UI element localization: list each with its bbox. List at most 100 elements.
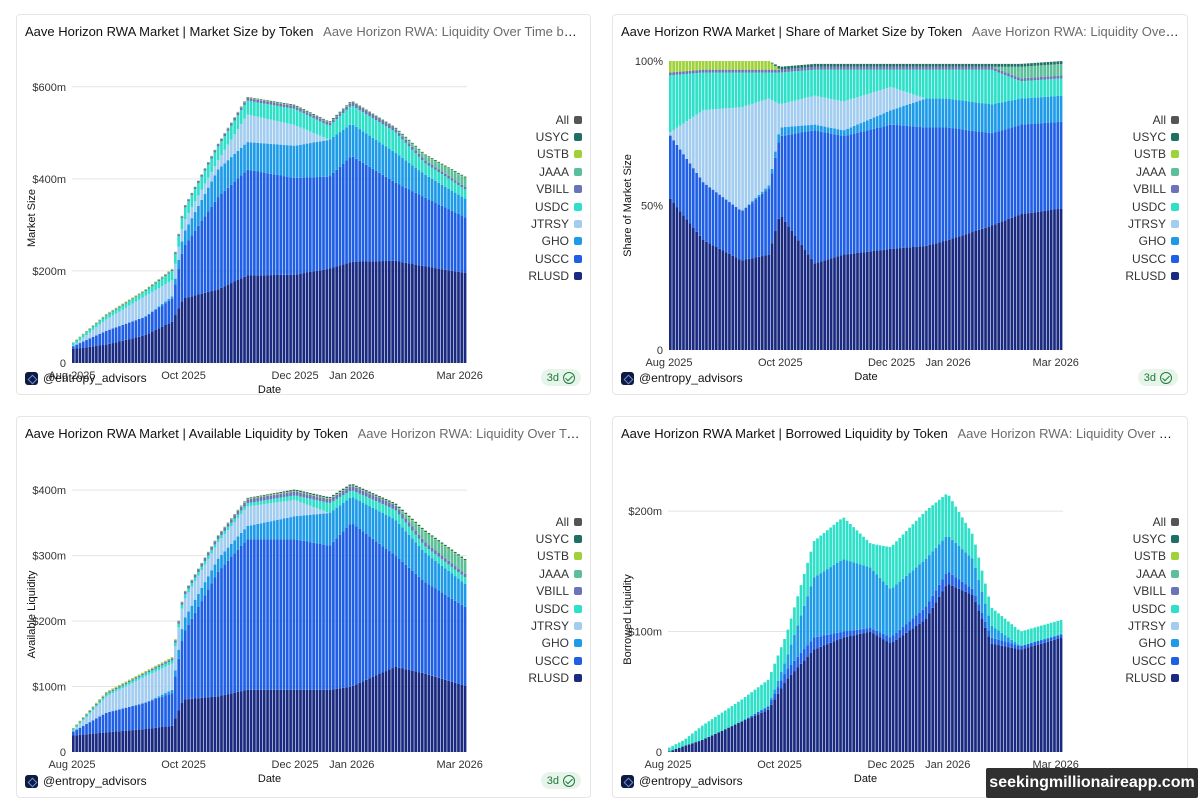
bar-segment-jtrsy <box>810 96 813 125</box>
legend-item-jaaa[interactable]: JAAA <box>1125 565 1179 582</box>
bar-segment-usdc <box>905 69 909 93</box>
legend-item-uscc[interactable]: USCC <box>1125 250 1179 267</box>
legend-item-gho[interactable]: GHO <box>528 233 582 250</box>
author-name[interactable]: @entropy_advisors <box>43 774 147 788</box>
bar-segment-vbill <box>144 672 148 674</box>
bar-segment-gho <box>997 630 1000 640</box>
legend-item-uscc[interactable]: USCC <box>528 652 582 669</box>
refresh-badge[interactable]: 3d <box>540 369 581 386</box>
author-tag[interactable]: @entropy_advisors <box>621 371 743 385</box>
author-name[interactable]: @entropy_advisors <box>639 774 743 788</box>
legend-item-uscc[interactable]: USCC <box>1125 652 1179 669</box>
legend-item-usyc[interactable]: USYC <box>1125 530 1179 547</box>
legend-item-ustb[interactable]: USTB <box>528 548 582 565</box>
bar-segment-gho <box>420 172 424 197</box>
legend-item-uscc[interactable]: USCC <box>528 250 582 267</box>
author-name[interactable]: @entropy_advisors <box>639 371 743 385</box>
bar-segment-jtrsy <box>187 592 190 612</box>
bar-segment-jtrsy <box>309 505 312 515</box>
bar-segment-gho <box>374 509 378 542</box>
bar-segment-usyc <box>1017 63 1020 67</box>
bar-segment-ustb <box>299 492 302 493</box>
legend-item-all[interactable]: All <box>1125 513 1179 530</box>
bar-segment-usdc <box>269 499 273 504</box>
bar-segment-rlusd <box>305 272 309 363</box>
bar-segment-ustb <box>131 297 134 299</box>
legend-item-gho[interactable]: GHO <box>1125 635 1179 652</box>
author-tag[interactable]: @entropy_advisors <box>25 774 147 788</box>
legend-item-rlusd[interactable]: RLUSD <box>1125 670 1179 687</box>
bar-segment-usdc <box>928 507 931 556</box>
bar-segment-jaaa <box>420 153 424 158</box>
legend-item-all[interactable]: All <box>528 513 582 530</box>
legend-item-all[interactable]: All <box>528 111 582 128</box>
bar-segment-gho <box>453 192 457 213</box>
legend-item-ustb[interactable]: USTB <box>1125 548 1179 565</box>
bar-segment-usdc <box>881 545 885 582</box>
author-name[interactable]: @entropy_advisors <box>43 371 147 385</box>
legend-item-jtrsy[interactable]: JTRSY <box>1125 617 1179 634</box>
legend-item-usdc[interactable]: USDC <box>1125 600 1179 617</box>
legend-item-jtrsy[interactable]: JTRSY <box>1125 215 1179 232</box>
bar-segment-gho <box>193 212 197 231</box>
bar-segment-uscc <box>779 680 783 689</box>
panel-subtitle[interactable]: Aave Horizon RWA: Liquidity Over Time by… <box>323 24 582 39</box>
bar-segment-rlusd <box>799 663 803 752</box>
bar-segment-ustb <box>187 585 190 586</box>
legend-item-usdc[interactable]: USDC <box>1125 198 1179 215</box>
legend-item-jtrsy[interactable]: JTRSY <box>528 617 582 634</box>
legend-item-usyc[interactable]: USYC <box>1125 128 1179 145</box>
legend-item-vbill[interactable]: VBILL <box>528 583 582 600</box>
legend-item-rlusd[interactable]: RLUSD <box>1125 268 1179 285</box>
bar-segment-ustb <box>183 590 187 592</box>
legend-item-vbill[interactable]: VBILL <box>528 181 582 198</box>
bar-segment-gho <box>381 512 385 547</box>
legend-item-usdc[interactable]: USDC <box>528 600 582 617</box>
legend-item-usyc[interactable]: USYC <box>528 530 582 547</box>
bar-segment-vbill <box>967 66 971 70</box>
legend-item-usdc[interactable]: USDC <box>528 198 582 215</box>
bar-segment-usyc <box>420 527 424 530</box>
bar-segment-gho <box>256 142 260 172</box>
bar-segment-jtrsy <box>695 114 698 173</box>
legend-item-jaaa[interactable]: JAAA <box>528 163 582 180</box>
bar-segment-vbill <box>754 69 758 73</box>
legend-item-ustb[interactable]: USTB <box>528 146 582 163</box>
bar-segment-uscc <box>358 160 362 262</box>
bar-segment-ustb <box>137 293 141 295</box>
legend-item-gho[interactable]: GHO <box>528 635 582 652</box>
legend-item-gho[interactable]: GHO <box>1125 233 1179 250</box>
panel-subtitle[interactable]: Aave Horizon RWA: Liquidity Over Time ..… <box>357 426 582 441</box>
bar-segment-jtrsy <box>226 144 230 161</box>
bar-segment-vbill <box>964 66 968 70</box>
bar-segment-usdc <box>668 747 671 752</box>
legend-item-rlusd[interactable]: RLUSD <box>528 670 582 687</box>
bar-segment-gho <box>246 525 250 540</box>
bar-segment-gho <box>358 129 362 161</box>
legend-item-ustb[interactable]: USTB <box>1125 146 1179 163</box>
bar-segment-usdc <box>783 72 787 104</box>
legend-item-jtrsy[interactable]: JTRSY <box>528 215 582 232</box>
panel-subtitle[interactable]: Aave Horizon RWA: Liquidity Over Time ..… <box>957 426 1179 441</box>
legend-item-rlusd[interactable]: RLUSD <box>528 268 582 285</box>
bar-segment-usdc <box>737 701 740 723</box>
refresh-badge[interactable]: 3d <box>1137 369 1178 386</box>
author-tag[interactable]: @entropy_advisors <box>621 774 743 788</box>
bar-segment-rlusd <box>302 689 306 752</box>
legend-item-vbill[interactable]: VBILL <box>1125 583 1179 600</box>
author-tag[interactable]: @entropy_advisors <box>25 371 147 385</box>
legend-item-vbill[interactable]: VBILL <box>1125 181 1179 198</box>
bar-segment-jtrsy <box>787 102 790 127</box>
bar-segment-uscc <box>259 539 263 690</box>
bar-segment-ustb <box>292 490 296 492</box>
refresh-badge[interactable]: 3d <box>540 772 581 789</box>
bar-segment-vbill <box>806 67 810 71</box>
panel-subtitle[interactable]: Aave Horizon RWA: Liquidity Over Ti... <box>971 24 1179 39</box>
bar-segment-uscc <box>328 176 332 269</box>
bar-segment-jaaa <box>1053 64 1056 77</box>
legend-item-jaaa[interactable]: JAAA <box>528 565 582 582</box>
bar-segment-uscc <box>348 524 352 687</box>
legend-item-usyc[interactable]: USYC <box>528 128 582 145</box>
legend-item-all[interactable]: All <box>1125 111 1179 128</box>
legend-item-jaaa[interactable]: JAAA <box>1125 163 1179 180</box>
